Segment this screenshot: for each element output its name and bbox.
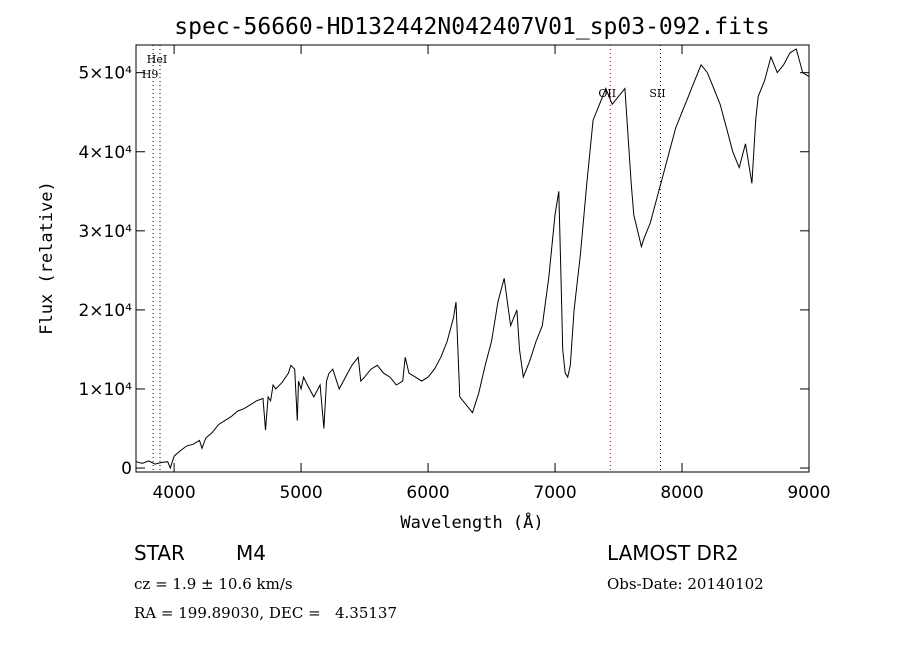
spectrum-chart: spec-56660-HD132442N042407V01_sp03-092.f… [37, 14, 831, 533]
x-tick-label: 4000 [152, 483, 195, 503]
plot-frame [135, 44, 810, 473]
object-subclass: M4 [236, 541, 266, 565]
spectrum-series [135, 48, 810, 470]
survey-name: LAMOST DR2 [607, 541, 739, 565]
line-annotations: HeI H9 OII SII [142, 45, 666, 472]
annotation-label: SII [649, 87, 665, 100]
x-tick-label: 9000 [787, 483, 830, 503]
y-tick-label: 5×10⁴ [78, 64, 132, 84]
annotation-label: H9 [142, 68, 159, 81]
x-tick-label: 5000 [279, 483, 322, 503]
axis-ticks: 4000 5000 6000 7000 8000 9000 0 1×10⁴ 2×10⁴ 3×10⁴… [78, 45, 831, 503]
x-tick-label: 6000 [406, 483, 449, 503]
redshift-text: cz = 1.9 ± 10.6 km/s [134, 575, 293, 593]
y-tick-label: 1×10⁴ [78, 380, 132, 400]
coordinates-text: RA = 199.89030, DEC = 4.35137 [134, 604, 398, 622]
y-tick-label: 3×10⁴ [78, 222, 132, 242]
spectrum-line [135, 48, 810, 470]
annotation-label: HeI [147, 53, 167, 66]
annotation-label: OII [598, 87, 616, 100]
chart-title: spec-56660-HD132442N042407V01_sp03-092.f… [174, 14, 769, 40]
y-tick-label: 0 [121, 459, 132, 479]
y-tick-label: 4×10⁴ [78, 143, 132, 163]
y-tick-label: 2×10⁴ [78, 301, 132, 321]
y-axis-label: Flux (relative) [37, 181, 57, 335]
x-tick-label: 7000 [533, 483, 576, 503]
x-tick-label: 8000 [660, 483, 703, 503]
obs-date: Obs-Date: 20140102 [607, 575, 764, 593]
x-axis-label: Wavelength (Å) [400, 511, 543, 533]
object-class: STAR [134, 541, 185, 565]
